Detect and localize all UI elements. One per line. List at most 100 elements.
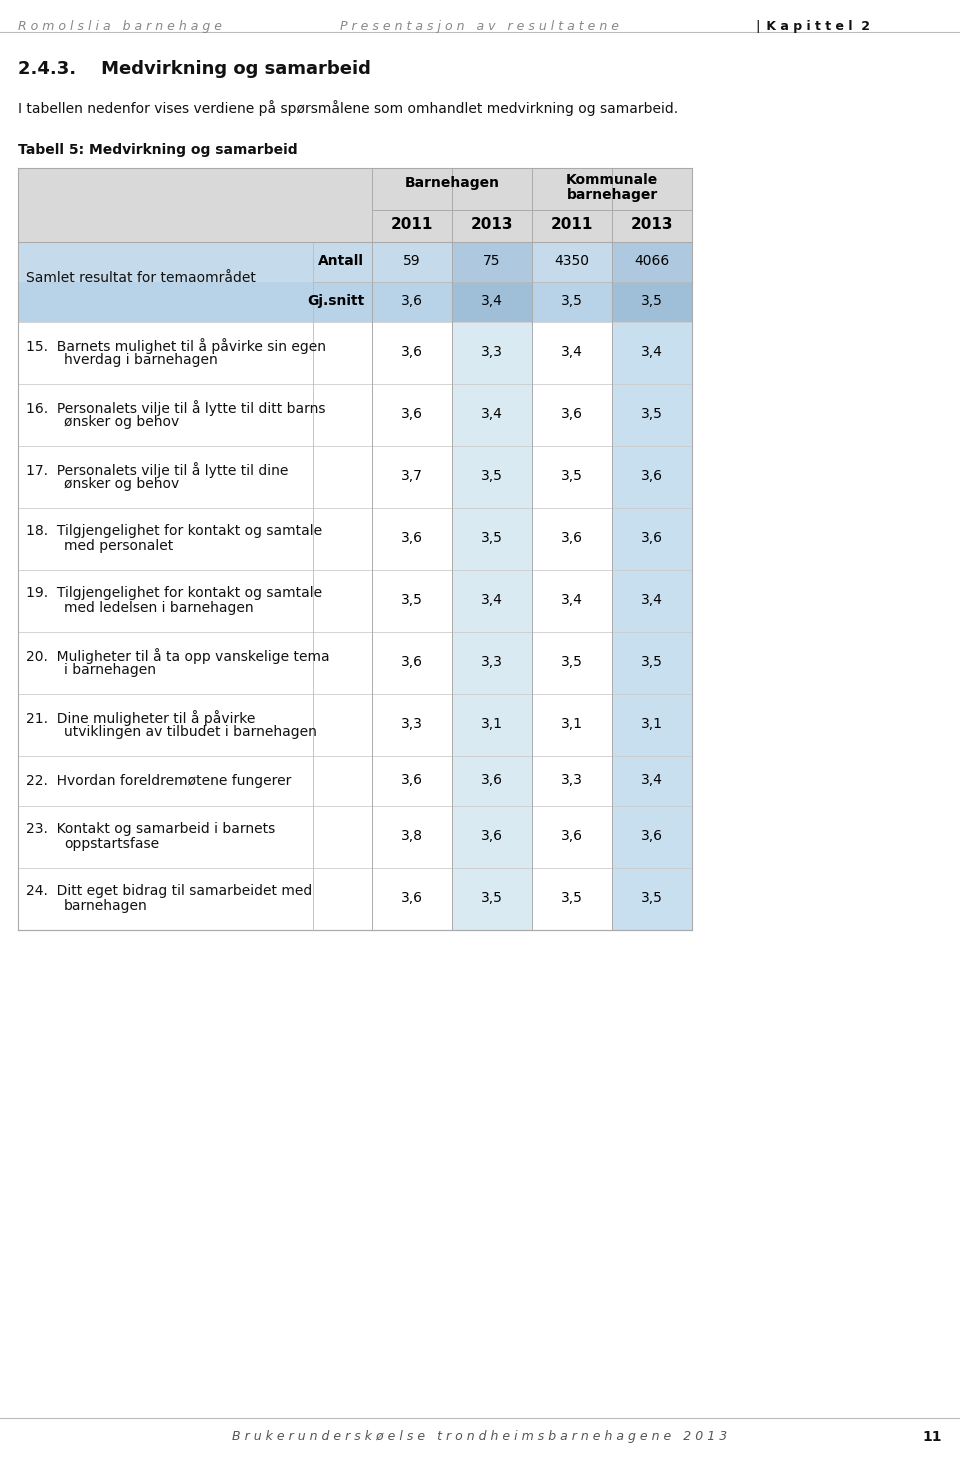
Text: 3,6: 3,6	[401, 655, 423, 670]
Bar	[452, 694, 532, 756]
Text: 3,4: 3,4	[481, 295, 503, 308]
Text: med personalet: med personalet	[64, 538, 173, 553]
Text: I tabellen nedenfor vises verdiene på spørsmålene som omhandlet medvirkning og s: I tabellen nedenfor vises verdiene på sp…	[18, 101, 678, 115]
Text: med ledelsen i barnehagen: med ledelsen i barnehagen	[64, 601, 253, 616]
Text: 3,5: 3,5	[481, 468, 503, 483]
Bar	[18, 242, 692, 282]
Text: |: |	[755, 20, 759, 34]
Text: 17.  Personalets vilje til å lytte til dine: 17. Personalets vilje til å lytte til di…	[26, 463, 288, 479]
Text: 3,4: 3,4	[641, 592, 663, 607]
Bar	[612, 322, 692, 384]
Text: Samlet resultat for temaområdet: Samlet resultat for temaområdet	[26, 271, 256, 285]
Text: hverdag i barnehagen: hverdag i barnehagen	[64, 353, 218, 368]
Text: 22.  Hvordan foreldremøtene fungerer: 22. Hvordan foreldremøtene fungerer	[26, 775, 292, 788]
Text: 18.  Tilgjengelighet for kontakt og samtale: 18. Tilgjengelighet for kontakt og samta…	[26, 524, 323, 538]
Text: Gj.snitt: Gj.snitt	[307, 295, 364, 308]
Text: 3,6: 3,6	[641, 531, 663, 546]
Text: Tabell 5: Medvirkning og samarbeid: Tabell 5: Medvirkning og samarbeid	[18, 143, 298, 158]
Text: 3,5: 3,5	[641, 655, 663, 670]
Bar	[612, 632, 692, 694]
Bar	[18, 210, 692, 242]
Text: 3,6: 3,6	[561, 531, 583, 546]
Text: 3,5: 3,5	[561, 891, 583, 905]
Bar	[452, 756, 532, 805]
Bar	[612, 805, 692, 868]
Bar	[452, 384, 532, 446]
Text: 3,5: 3,5	[641, 891, 663, 905]
Text: 15.  Barnets mulighet til å påvirke sin egen: 15. Barnets mulighet til å påvirke sin e…	[26, 338, 326, 355]
Bar	[18, 632, 692, 694]
Bar	[612, 508, 692, 570]
Text: 3,4: 3,4	[561, 592, 583, 607]
Text: 3,6: 3,6	[401, 295, 423, 308]
Text: barnehager: barnehager	[566, 188, 658, 201]
Text: 3,5: 3,5	[561, 468, 583, 483]
Text: Kommunale: Kommunale	[565, 174, 659, 187]
Text: 3,6: 3,6	[401, 891, 423, 905]
Bar	[18, 868, 692, 929]
Bar	[452, 242, 532, 282]
Text: 2013: 2013	[631, 217, 673, 232]
Bar	[612, 282, 692, 322]
Text: 3,6: 3,6	[401, 531, 423, 546]
Bar	[452, 868, 532, 929]
Bar	[18, 570, 692, 632]
Text: barnehagen: barnehagen	[64, 899, 148, 913]
Text: 3,6: 3,6	[401, 407, 423, 422]
Bar	[612, 756, 692, 805]
Text: 3,5: 3,5	[641, 295, 663, 308]
Bar	[612, 384, 692, 446]
Text: 3,6: 3,6	[481, 829, 503, 843]
Text: 16.  Personalets vilje til å lytte til ditt barns: 16. Personalets vilje til å lytte til di…	[26, 400, 325, 416]
Text: 3,1: 3,1	[481, 716, 503, 731]
Bar	[452, 570, 532, 632]
Text: 3,6: 3,6	[561, 407, 583, 422]
Text: R o m o l s l i a   b a r n e h a g e: R o m o l s l i a b a r n e h a g e	[18, 20, 222, 34]
Text: utviklingen av tilbudet i barnehagen: utviklingen av tilbudet i barnehagen	[64, 725, 317, 740]
Text: 2013: 2013	[470, 217, 514, 232]
Bar	[452, 508, 532, 570]
Text: 3,6: 3,6	[561, 829, 583, 843]
Text: 3,6: 3,6	[401, 344, 423, 359]
Text: 3,5: 3,5	[481, 531, 503, 546]
Text: 2.4.3.    Medvirkning og samarbeid: 2.4.3. Medvirkning og samarbeid	[18, 60, 371, 77]
Text: i barnehagen: i barnehagen	[64, 662, 156, 677]
Bar	[18, 694, 692, 756]
Text: ønsker og behov: ønsker og behov	[64, 414, 180, 429]
Text: 3,3: 3,3	[481, 344, 503, 359]
Text: Barnehagen: Barnehagen	[404, 177, 499, 190]
Text: 3,5: 3,5	[561, 295, 583, 308]
Bar	[18, 508, 692, 570]
Bar	[18, 322, 692, 384]
Text: 3,1: 3,1	[561, 716, 583, 731]
Text: 3,5: 3,5	[641, 407, 663, 422]
Text: 3,5: 3,5	[401, 592, 423, 607]
Text: Antall: Antall	[318, 254, 364, 268]
Bar	[18, 384, 692, 446]
Text: 3,4: 3,4	[641, 344, 663, 359]
Text: 19.  Tilgjengelighet for kontakt og samtale: 19. Tilgjengelighet for kontakt og samta…	[26, 587, 323, 600]
Bar	[612, 242, 692, 282]
Bar	[452, 805, 532, 868]
Bar	[452, 446, 532, 508]
Text: 3,3: 3,3	[561, 773, 583, 786]
Bar	[18, 805, 692, 868]
Bar	[18, 756, 692, 805]
Text: 4350: 4350	[555, 254, 589, 268]
Text: 3,4: 3,4	[481, 407, 503, 422]
Text: 21.  Dine muligheter til å påvirke: 21. Dine muligheter til å påvirke	[26, 711, 255, 727]
Text: 3,5: 3,5	[481, 891, 503, 905]
Bar	[18, 282, 692, 322]
Bar	[18, 168, 692, 210]
Text: 3,6: 3,6	[481, 773, 503, 786]
Text: 75: 75	[483, 254, 501, 268]
Text: B r u k e r u n d e r s k ø e l s e   t r o n d h e i m s b a r n e h a g e n e : B r u k e r u n d e r s k ø e l s e t r …	[232, 1430, 728, 1443]
Text: 11: 11	[923, 1430, 942, 1444]
Text: K a p i t t e l  2: K a p i t t e l 2	[762, 20, 870, 34]
Text: 59: 59	[403, 254, 420, 268]
Bar	[452, 282, 532, 322]
Text: 3,6: 3,6	[401, 773, 423, 786]
Text: oppstartsfase: oppstartsfase	[64, 837, 159, 851]
Bar	[612, 570, 692, 632]
Text: 2011: 2011	[551, 217, 593, 232]
